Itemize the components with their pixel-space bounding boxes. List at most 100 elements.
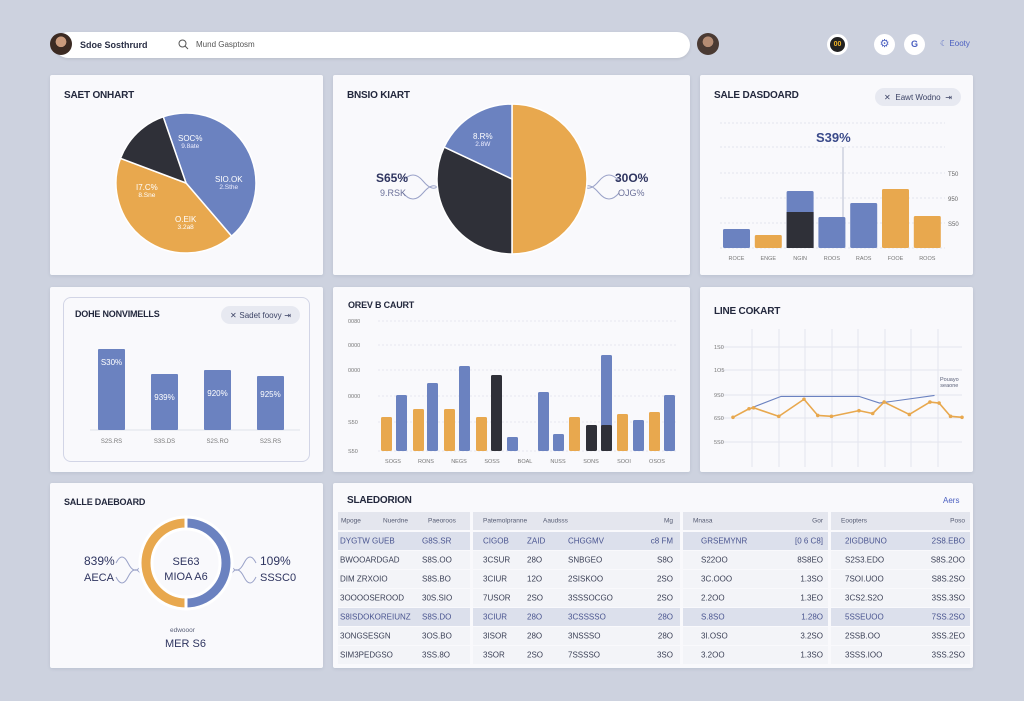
cell-group: 3I.OSO 3.2SO	[683, 627, 828, 645]
data-point	[928, 400, 932, 404]
right-value: 30O%	[615, 171, 649, 185]
column-header[interactable]: Patemolpranne	[483, 517, 528, 525]
legend-item: Pouayo	[940, 377, 959, 383]
close-icon[interactable]: ✕	[230, 310, 237, 320]
table-row[interactable]: DYGTW GUEB G8S.SR CIGOB ZAID CHGGMV c8 FM GRSE…	[338, 532, 970, 550]
table-cell: CHGGMV	[568, 536, 604, 546]
table-cell: DYGTW GUEB	[340, 536, 395, 546]
x-tick-label: S3S.DS	[154, 439, 175, 445]
column-header[interactable]: Mg	[663, 517, 673, 525]
data-point	[751, 406, 756, 410]
settings-icon[interactable]: ⚙	[874, 34, 895, 55]
pie-chart	[115, 112, 257, 254]
table-row[interactable]: DIM ZRXOIO S8S.BO 3CIUR 12O 2SISKOO 2SO 3C.OOO…	[338, 570, 970, 588]
search-bar[interactable]	[55, 32, 690, 58]
table-cell: 2S8.EBO	[931, 536, 965, 546]
column-header[interactable]: Mpoge	[341, 517, 361, 525]
pie-chart-panel-1: SAET ONHART SOC% 9.8ate SIO.OK 2.Sthe I7.C…	[50, 75, 323, 275]
annotation-label: S39%	[816, 130, 851, 145]
account-menu[interactable]: ☾ Eooty	[940, 39, 970, 48]
pie-slice	[162, 112, 257, 238]
bar-data-label: 939%	[154, 393, 174, 402]
donut-chart-panel: SALLE DAEBOARD 839% AECA 109% SSSC0 SE63…	[50, 483, 323, 668]
cell-group: 3SOR 2SO 7SSSSO 3SO	[473, 646, 680, 664]
table-row[interactable]: S8ISDOKOREIUNZ S8S.DO 3CIUR 28O 3CSSSSO 28O S.…	[338, 608, 970, 626]
y-tick-label: 6S0	[714, 416, 724, 422]
table-cell: 2.2OO	[701, 593, 725, 603]
y-tick-label: S50	[348, 449, 358, 455]
table-row[interactable]: SIM3PEDGSO 3SS.8O 3SOR 2SO 7SSSSO 3SO 3.2OO 1.3…	[338, 646, 970, 664]
table-cell: 2SO	[527, 593, 544, 603]
table-cell: 2SISKOO	[568, 574, 604, 584]
y-tick-label: T50	[948, 172, 959, 178]
table-cell: 3CIUR	[483, 612, 508, 622]
x-tick-label: S2S.RS	[101, 439, 122, 445]
filter-button[interactable]: ✕ Eawt Wodno ⇥	[875, 88, 961, 106]
table-cell: DIM ZRXOIO	[340, 574, 388, 584]
data-point	[882, 400, 886, 404]
slice-sublabel: 8.Sne	[138, 192, 156, 199]
cell-group: 3C.OOO 1.3SO	[683, 570, 828, 588]
x-tick-label: S2S.RO	[206, 439, 228, 445]
bar-data-label: 920%	[207, 389, 227, 398]
panel-title: OREV B CAURT	[348, 300, 415, 310]
table-cell: 7SS.2SO	[931, 612, 965, 622]
x-tick-label: ROOS	[824, 256, 841, 262]
notification-badge[interactable]: 00	[827, 34, 848, 55]
table-cell: S.8SO	[701, 612, 725, 622]
panel-title: LINE COKART	[714, 306, 781, 317]
left-value: S65%	[376, 171, 409, 185]
x-tick-label: ROCE	[729, 256, 745, 262]
bar	[754, 235, 782, 248]
data-table-panel: SLAEDORION Aers Mpoge Nuerdne Paeoroos Pate…	[333, 483, 973, 668]
column-header[interactable]: Paeoroos	[428, 517, 456, 525]
bar-chart-panel-3: OREV B CAURT 0080 0000 0000 0000 S50 S50 SOGS R…	[333, 287, 690, 472]
table-cell: S22OO	[701, 555, 728, 565]
column-header[interactable]: Mnasa	[693, 517, 713, 525]
data-point	[907, 412, 912, 417]
table-cell: 7USOR	[483, 593, 511, 603]
bar	[476, 417, 487, 451]
cell-group: 3OOOOSEROOD 30S.SIO	[338, 589, 470, 607]
bar	[586, 425, 597, 451]
bar-data-label: 925%	[260, 390, 280, 399]
data-point	[948, 414, 953, 419]
cell-group: DYGTW GUEB G8S.SR	[338, 532, 470, 550]
cell-group: S.8SO 1.28O	[683, 608, 828, 626]
table-cell: 3SS.2EO	[931, 631, 965, 641]
close-icon[interactable]: ✕	[884, 92, 891, 102]
filter-button[interactable]: ✕ Sadet foovy ⇥	[221, 306, 300, 324]
cell-group: SIM3PEDGSO 3SS.8O	[338, 646, 470, 664]
table-cell: BWOOARDGAD	[340, 555, 400, 565]
cell-group: S8ISDOKOREIUNZ S8S.DO	[338, 608, 470, 626]
user-avatar[interactable]	[50, 33, 72, 55]
column-header[interactable]: Nuerdne	[383, 517, 408, 525]
table-cell: 3CS2.S2O	[845, 593, 884, 603]
bar	[617, 414, 628, 451]
y-tick-label: 0000	[348, 394, 360, 400]
table-cell: 28O	[527, 555, 543, 565]
bar-segment	[786, 212, 814, 248]
column-header[interactable]: Aaudsss	[543, 517, 568, 525]
profile-avatar[interactable]	[697, 33, 719, 55]
bar-data-label: S30%	[101, 358, 122, 367]
cell-group: S22OO 8S8EO	[683, 551, 828, 569]
slice-sublabel: 9.8ate	[181, 143, 200, 150]
see-all-link[interactable]: Aers	[943, 496, 960, 505]
x-tick-label: NUSS	[550, 459, 566, 465]
table-cell: 30S.SIO	[422, 593, 453, 603]
panel-title: DOHE NONVIMELLS	[75, 309, 160, 319]
table-row[interactable]: 3ONGSESGN 3OS.BO 3ISOR 28O 3NSSSO 28O 3I.OSO 3.…	[338, 627, 970, 645]
cell-group: 2SSB.OO 3SS.2EO	[831, 627, 970, 645]
data-point	[937, 401, 941, 405]
column-header[interactable]: Eoopters	[841, 517, 868, 525]
g-icon[interactable]: G	[904, 34, 925, 55]
table-row[interactable]: BWOOARDGAD S8S.OO 3CSUR 28O SNBGEO S8O S22OO 8S…	[338, 551, 970, 569]
column-header[interactable]: Gor	[812, 517, 823, 525]
cell-group: 2.2OO 1.3EO	[683, 589, 828, 607]
table-row[interactable]: 3OOOOSEROOD 30S.SIO 7USOR 2SO 3SSSOCGO 2SO 2.2…	[338, 589, 970, 607]
column-header[interactable]: Poso	[950, 517, 965, 525]
search-input[interactable]: Mund Gasptosm	[196, 40, 255, 49]
table-cell: S8O	[656, 555, 673, 565]
table-cell: 3CIUR	[483, 574, 508, 584]
